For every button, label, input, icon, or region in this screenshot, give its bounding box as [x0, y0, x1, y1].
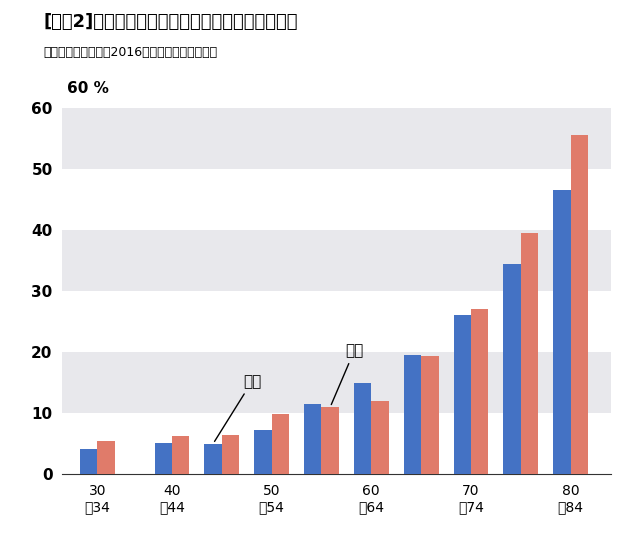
Bar	[471, 309, 488, 474]
Bar	[62, 352, 611, 413]
Bar	[272, 414, 289, 474]
Bar	[571, 135, 588, 474]
Bar	[503, 264, 521, 474]
Bar	[62, 108, 611, 169]
Bar	[204, 444, 222, 474]
Bar	[222, 435, 239, 474]
Bar	[172, 436, 189, 474]
Text: [図表2]健康上の問題で日常生活に影響がある割合: [図表2]健康上の問題で日常生活に影響がある割合	[44, 13, 298, 31]
Bar	[421, 356, 439, 474]
Text: 60 %: 60 %	[67, 81, 109, 95]
Text: 資料：厚生労働省「2016年国民生活基礎調査」: 資料：厚生労働省「2016年国民生活基礎調査」	[44, 46, 217, 59]
Bar	[404, 355, 421, 474]
Bar	[521, 233, 538, 474]
Bar	[254, 430, 272, 474]
Bar	[371, 401, 389, 474]
Bar	[304, 404, 321, 474]
Bar	[62, 230, 611, 291]
Text: 男性: 男性	[214, 374, 261, 441]
Bar	[155, 443, 172, 474]
Bar	[454, 315, 471, 474]
Bar	[553, 190, 571, 474]
Bar	[97, 441, 115, 474]
Bar	[354, 383, 371, 474]
Bar	[321, 407, 339, 474]
Bar	[80, 448, 97, 474]
Text: 女性: 女性	[331, 343, 363, 405]
